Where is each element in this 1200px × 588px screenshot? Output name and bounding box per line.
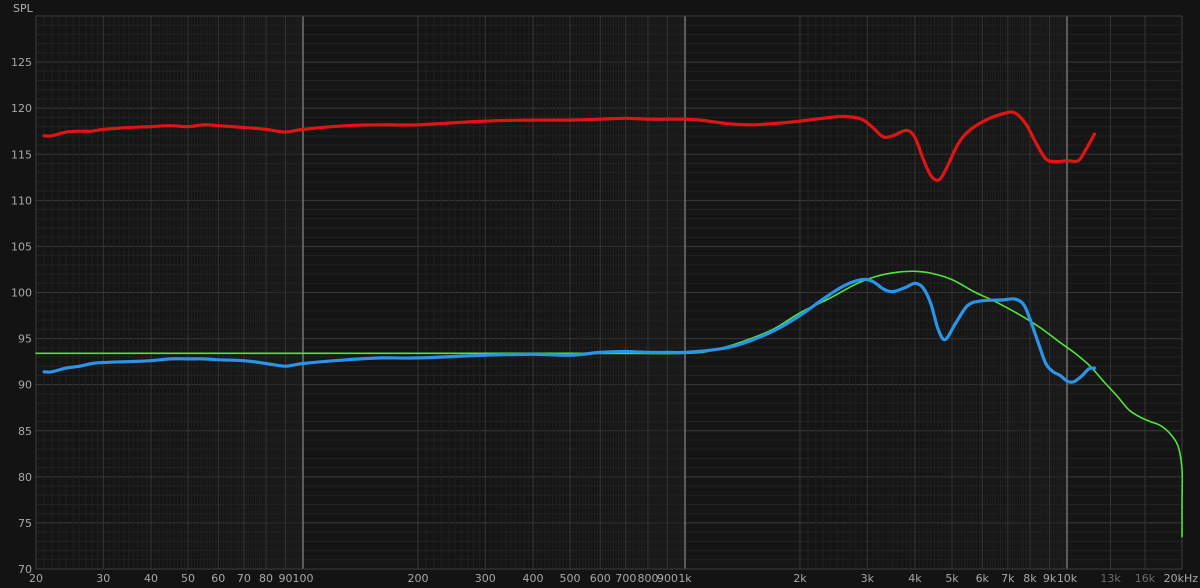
x-tick-label: 16k bbox=[1135, 572, 1156, 585]
x-tick-label: 10k bbox=[1057, 572, 1078, 585]
grid bbox=[35, 15, 1183, 570]
curves bbox=[35, 110, 1184, 538]
x-tick-label: 3k bbox=[861, 572, 875, 585]
x-tick-label: 7k bbox=[1001, 572, 1015, 585]
x-tick-label: 100 bbox=[293, 572, 314, 585]
y-tick-label: 90 bbox=[18, 379, 32, 392]
y-tick-label: 125 bbox=[11, 56, 32, 69]
y-tick-label: 115 bbox=[11, 148, 32, 161]
y-tick-label: 100 bbox=[11, 287, 32, 300]
x-tick-label: 200 bbox=[408, 572, 429, 585]
x-tick-label: 800 bbox=[637, 572, 658, 585]
x-tick-label: 300 bbox=[475, 572, 496, 585]
y-axis-label: SPL bbox=[13, 2, 34, 15]
x-tick-label: 6k bbox=[976, 572, 990, 585]
y-tick-label: 80 bbox=[18, 471, 32, 484]
x-tick-label: 40 bbox=[144, 572, 158, 585]
y-tick-label: 110 bbox=[11, 194, 32, 207]
x-tick-label: 500 bbox=[560, 572, 581, 585]
x-tick-label: 4k bbox=[908, 572, 922, 585]
x-tick-label: 30 bbox=[96, 572, 110, 585]
x-tick-label: 80 bbox=[259, 572, 273, 585]
x-tick-label: 60 bbox=[211, 572, 225, 585]
y-axis-ticks: 70 75 80 85 90 95 100 105 110 115 120 125 bbox=[11, 56, 32, 576]
x-tick-label: 2k bbox=[793, 572, 807, 585]
x-tick-label: 20 bbox=[29, 572, 43, 585]
series-line-1 bbox=[42, 110, 1097, 182]
y-tick-label: 85 bbox=[18, 425, 32, 438]
x-axis-ticks: 20 30 40 50 60 70 80 90 100 200 300 400 500 600 700 800… bbox=[29, 572, 1198, 585]
x-tick-label: 8k bbox=[1023, 572, 1037, 585]
x-tick-label: 70 bbox=[237, 572, 251, 585]
x-tick-label: 700 bbox=[615, 572, 636, 585]
x-tick-label: 5k bbox=[945, 572, 959, 585]
x-tick-label: 1k bbox=[678, 572, 692, 585]
y-tick-label: 105 bbox=[11, 240, 32, 253]
x-tick-label: 90 bbox=[279, 572, 293, 585]
y-tick-label: 120 bbox=[11, 102, 32, 115]
x-tick-label: 13k bbox=[1100, 572, 1121, 585]
x-tick-label: 50 bbox=[181, 572, 195, 585]
plot-border bbox=[35, 15, 1183, 570]
y-tick-label: 70 bbox=[18, 563, 32, 576]
y-tick-label: 75 bbox=[18, 517, 32, 530]
y-tick-label: 95 bbox=[18, 333, 32, 346]
x-tick-label: 400 bbox=[522, 572, 543, 585]
x-tick-label: 20kHz bbox=[1164, 572, 1199, 585]
x-tick-label: 9k bbox=[1043, 572, 1057, 585]
x-tick-label: 900 bbox=[657, 572, 678, 585]
x-tick-label: 600 bbox=[590, 572, 611, 585]
series-line-2 bbox=[42, 277, 1097, 384]
